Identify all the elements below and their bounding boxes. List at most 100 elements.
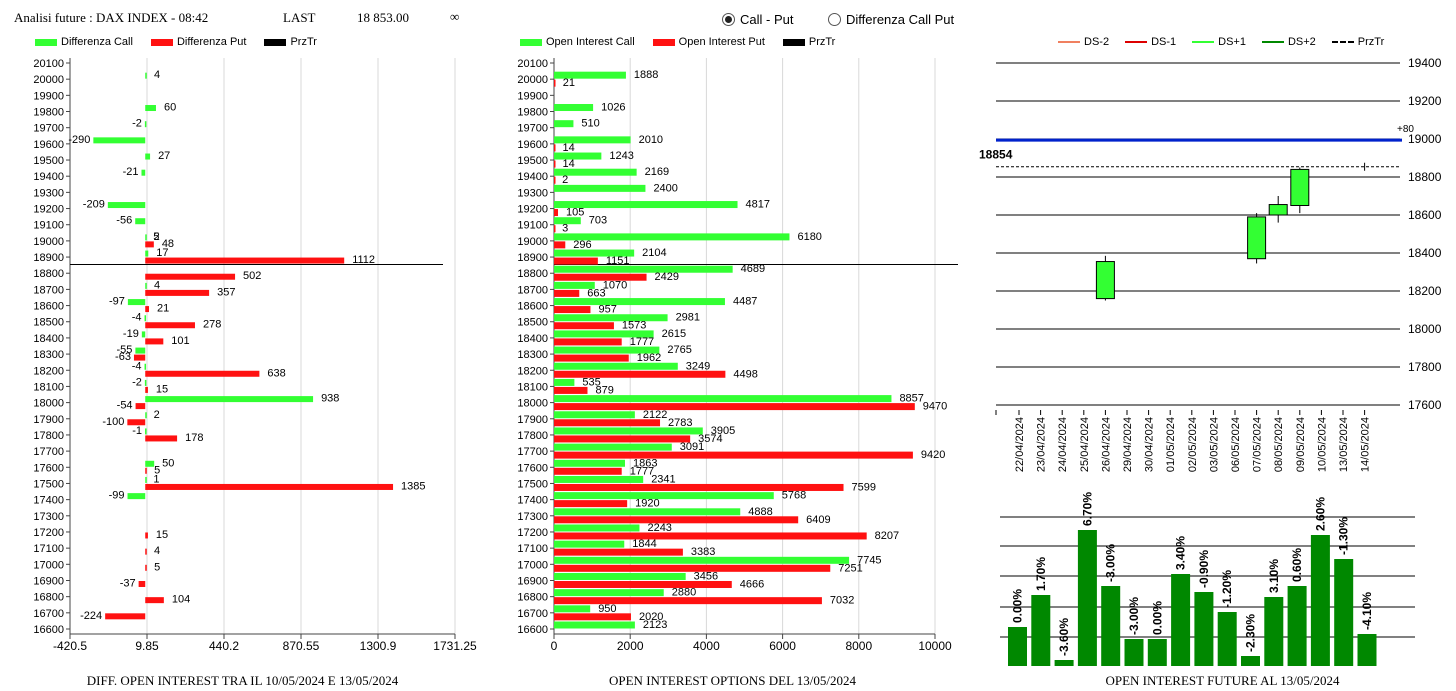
- y-tick-label: 20000: [517, 74, 548, 86]
- bar-call: [554, 572, 686, 580]
- x-tick-label: 14/05/2024: [1360, 417, 1372, 472]
- last-label: LAST: [283, 10, 316, 25]
- data-label: 2765: [667, 344, 691, 356]
- bar-call: [145, 250, 149, 257]
- bar-put: [145, 386, 148, 393]
- bar-call: [554, 427, 703, 435]
- data-label: 8207: [875, 530, 899, 542]
- legend-label: PrzTr: [290, 36, 317, 48]
- y-tick-label: 18000: [33, 398, 64, 410]
- y-tick-label: 17900: [33, 414, 64, 426]
- data-label: 1962: [637, 352, 661, 364]
- x-tick-label: 2000: [617, 639, 644, 653]
- x-tick-label: 10/05/2024: [1316, 417, 1328, 472]
- data-label: 1151: [606, 255, 630, 267]
- x-tick-label: 26/04/2024: [1100, 417, 1112, 472]
- data-label: 2615: [662, 328, 686, 340]
- data-label: -2: [132, 118, 142, 130]
- y-tick-label: 19700: [33, 123, 64, 135]
- chart-diff-open-interest: -420.5 9.85 440.2 870.55 1300.9 1731.25 20100 2…: [33, 58, 477, 653]
- bar-put: [145, 435, 178, 442]
- chart-open-interest-options: 0 2000 4000 6000 8000 10000 20100 20000 19900 198…: [517, 58, 958, 653]
- y-tick-label: 17000: [33, 559, 64, 571]
- data-label: 510: [581, 118, 599, 130]
- data-label: 1777: [630, 465, 654, 477]
- y-tick-label: 17000: [517, 559, 548, 571]
- x-tick-label: 02/05/2024: [1187, 417, 1199, 472]
- radio-differenza-call-put[interactable]: Differenza Call Put: [828, 12, 954, 27]
- legend-swatch-ds+1: [1192, 41, 1215, 43]
- x-tick-label: 25/04/2024: [1079, 417, 1091, 472]
- y-tick-label: 19400: [33, 171, 64, 183]
- bar-put: [145, 257, 345, 264]
- bar-call: [554, 104, 594, 112]
- data-label: 2010: [639, 134, 663, 146]
- y-tick-label: 18000: [1408, 322, 1442, 336]
- data-label: 1777: [630, 336, 654, 348]
- bar-call: [93, 137, 146, 144]
- oi-bar: [1241, 656, 1260, 666]
- bar-call: [127, 493, 146, 500]
- y-tick-label: 19000: [33, 236, 64, 248]
- bar-put: [554, 241, 566, 249]
- bar-call: [554, 217, 581, 225]
- data-label: 5: [153, 231, 159, 243]
- y-tick-label: 18200: [33, 365, 64, 377]
- data-label: 1920: [635, 498, 659, 510]
- radio-selected-icon: [722, 13, 735, 26]
- bar-call: [135, 347, 146, 354]
- bar-call: [554, 120, 574, 128]
- x-tick-label: 9.85: [135, 639, 159, 653]
- data-label: 7032: [830, 595, 854, 607]
- y-tick-label: 17700: [33, 446, 64, 458]
- bar-call: [554, 621, 635, 629]
- data-label: 1026: [601, 102, 625, 114]
- data-label: 2104: [642, 247, 666, 259]
- y-tick-label: 16800: [33, 592, 64, 604]
- data-label: 104: [172, 594, 190, 606]
- data-label: -2: [132, 376, 142, 388]
- bar-call: [554, 281, 595, 289]
- oi-bar-label: 3.10%: [1267, 559, 1281, 593]
- data-label: 1070: [603, 279, 627, 291]
- data-label: 1385: [401, 480, 425, 492]
- oi-bar: [1008, 627, 1027, 666]
- y-tick-label: 19800: [33, 107, 64, 119]
- bar-put: [554, 580, 732, 588]
- data-label: 2020: [639, 611, 663, 623]
- data-label: 2169: [645, 166, 669, 178]
- radio-call-put[interactable]: Call - Put: [722, 12, 793, 27]
- y-tick-label: 18600: [517, 301, 548, 313]
- data-label: 21: [563, 77, 575, 89]
- oi-bar-label: 0.00%: [1150, 601, 1164, 635]
- bar-call: [554, 589, 664, 597]
- x-tick-label: 6000: [769, 639, 796, 653]
- data-label: 2122: [643, 409, 667, 421]
- y-tick-label: 19300: [517, 187, 548, 199]
- data-label: -63: [115, 351, 131, 363]
- oi-bar-label: 0.00%: [1011, 589, 1025, 623]
- oi-bar-label: -4.10%: [1360, 592, 1374, 630]
- legend-label: DS-2: [1084, 36, 1110, 48]
- bar-put: [554, 176, 556, 184]
- y-tick-label: 17600: [33, 462, 64, 474]
- radio-differenza-label: Differenza Call Put: [846, 12, 955, 27]
- y-tick-label: 17100: [33, 543, 64, 555]
- y-tick-label: 18200: [1408, 284, 1442, 298]
- data-label: 4: [154, 69, 160, 81]
- data-label: 1: [153, 473, 159, 485]
- bar-call: [144, 315, 147, 322]
- oi-bar-label: 0.60%: [1290, 548, 1304, 582]
- data-label: 938: [321, 393, 339, 405]
- legend-label: Open Interest Put: [678, 36, 765, 48]
- bar-put: [127, 419, 146, 426]
- data-label: 7251: [838, 562, 862, 574]
- x-tick-label: 03/05/2024: [1208, 417, 1220, 472]
- bar-call: [554, 201, 738, 209]
- y-tick-label: 16900: [517, 575, 548, 587]
- data-label: -54: [117, 400, 133, 412]
- oi-bar: [1194, 592, 1214, 666]
- legend-swatch-ds-2: [1058, 41, 1080, 43]
- x-tick-label: 29/04/2024: [1122, 417, 1134, 472]
- bar-put: [554, 532, 867, 540]
